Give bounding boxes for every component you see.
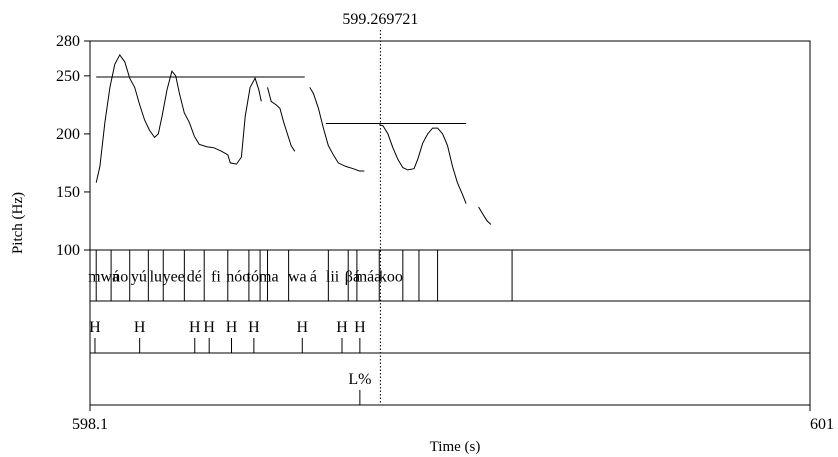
word-label: yú xyxy=(131,269,147,286)
pitch-contour xyxy=(95,53,492,225)
boundary-tones-tier: L% xyxy=(348,371,371,405)
y-tick-label: 280 xyxy=(56,33,80,50)
word-label: nóo xyxy=(226,269,250,286)
tone-label: H xyxy=(134,319,146,336)
boundary-tone-label: L% xyxy=(348,371,371,388)
tone-label: H xyxy=(226,319,238,336)
word-label: no xyxy=(112,269,128,286)
pitch-contour-segment xyxy=(478,206,492,225)
plot-frame xyxy=(89,40,811,411)
tone-label: H xyxy=(203,319,215,336)
tone-label: H xyxy=(248,319,260,336)
y-tick-label: 250 xyxy=(56,68,80,85)
reference-lines xyxy=(96,76,467,124)
plot-frame-box xyxy=(89,40,811,406)
pitch-contour-segment xyxy=(309,87,365,172)
tone-label: H xyxy=(89,319,101,336)
word-label: yee xyxy=(163,269,185,286)
word-label: á xyxy=(310,269,317,286)
x-tick-label: 598.1 xyxy=(72,416,108,433)
y-axis-title: Pitch (Hz) xyxy=(10,192,26,254)
x-axis-title: Time (s) xyxy=(430,439,481,455)
x-tick-label: 601 xyxy=(810,416,834,433)
y-tick-label: 200 xyxy=(56,126,80,143)
tone-label: H xyxy=(189,319,201,336)
word-label: lii xyxy=(326,269,340,286)
word-label: wa xyxy=(288,269,307,286)
pitch-contour-segment xyxy=(379,124,467,204)
pitch-contour-segment xyxy=(267,87,296,152)
cursor-time-label: 599.269721 xyxy=(342,11,418,28)
word-label: koo xyxy=(379,269,403,286)
y-tick-label: 100 xyxy=(56,242,80,259)
tone-label: H xyxy=(336,319,348,336)
tone-label: H xyxy=(296,319,308,336)
tone-label: H xyxy=(354,319,366,336)
word-label: dé xyxy=(187,269,202,286)
y-axis: 100 150 200 250 280 xyxy=(56,33,90,259)
word-label: fi xyxy=(211,269,221,286)
word-label: lu xyxy=(150,269,162,286)
word-label: mwá xyxy=(88,269,119,286)
y-tick-label: 150 xyxy=(56,184,80,201)
pitch-contour-segment xyxy=(95,53,262,183)
word-label: máa xyxy=(355,269,382,286)
word-label: βá xyxy=(345,269,360,286)
word-label: tóma xyxy=(247,269,279,286)
